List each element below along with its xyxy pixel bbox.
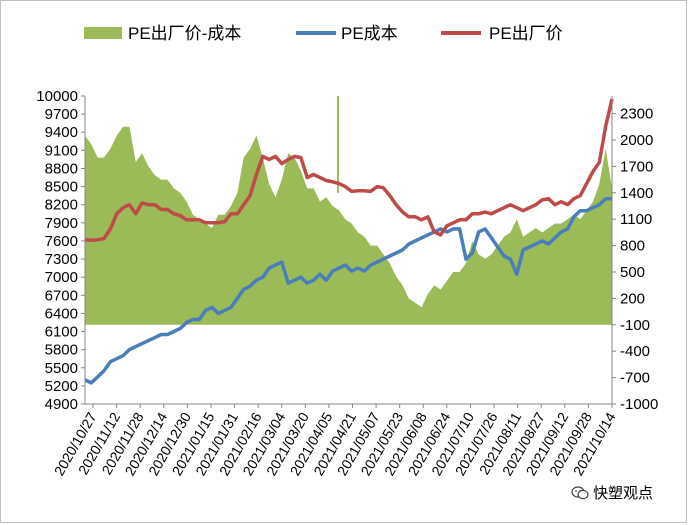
left-tick-label: 6100 (45, 324, 78, 341)
left-tick-label: 9100 (45, 142, 78, 159)
right-tick-label: 500 (620, 264, 645, 281)
left-tick-label: 8200 (45, 197, 78, 214)
wechat-icon (571, 485, 589, 499)
left-tick-label: 6400 (45, 305, 78, 322)
left-tick-label: 5500 (45, 360, 78, 377)
pe-cost-line (84, 196, 612, 385)
legend-swatch (84, 27, 122, 39)
legend-item-2: PE成本 (296, 24, 398, 43)
left-tick-label: 9400 (45, 124, 78, 141)
right-tick-label: -1000 (620, 396, 658, 413)
left-tick-label: 7000 (45, 269, 78, 286)
plot-area (84, 96, 614, 385)
right-tick-label: 1100 (620, 211, 652, 228)
left-tick-label: 5200 (45, 378, 78, 395)
legend-label: PE出厂价-成本 (128, 24, 241, 43)
left-tick-label: 7900 (45, 215, 78, 232)
left-tick-label: 8800 (45, 160, 78, 177)
legend-label: PE出厂价 (489, 24, 563, 43)
right-tick-label: 2300 (620, 106, 653, 123)
right-tick-label: -100 (620, 317, 650, 334)
left-tick-label: 5800 (45, 342, 78, 359)
left-tick-label: 7600 (45, 233, 78, 250)
left-tick-label: 4900 (45, 396, 78, 413)
right-tick-label: -700 (620, 370, 650, 387)
left-tick-label: 6700 (45, 287, 78, 304)
legend: PE出厂价-成本 PE成本 PE出厂价 (84, 24, 563, 43)
right-tick-label: 1400 (620, 185, 653, 202)
right-tick-label: 1700 (620, 158, 653, 175)
right-tick-label: -400 (620, 343, 650, 360)
right-tick-label: 2000 (620, 132, 653, 149)
right-tick-label: 200 (620, 290, 645, 307)
legend-label: PE成本 (341, 24, 398, 43)
legend-item-1: PE出厂价-成本 (84, 24, 241, 43)
left-tick-label: 9700 (45, 106, 78, 123)
left-tick-label: 10000 (36, 88, 78, 105)
right-tick-label: 800 (620, 238, 645, 255)
pe-factory-price-line (84, 98, 614, 243)
watermark: 快塑观点 (568, 481, 657, 504)
watermark-text: 快塑观点 (593, 485, 654, 502)
left-tick-label: 7300 (45, 251, 78, 268)
legend-item-3: PE出厂价 (441, 24, 563, 43)
spread-area (85, 126, 612, 325)
left-tick-label: 8500 (45, 179, 78, 196)
